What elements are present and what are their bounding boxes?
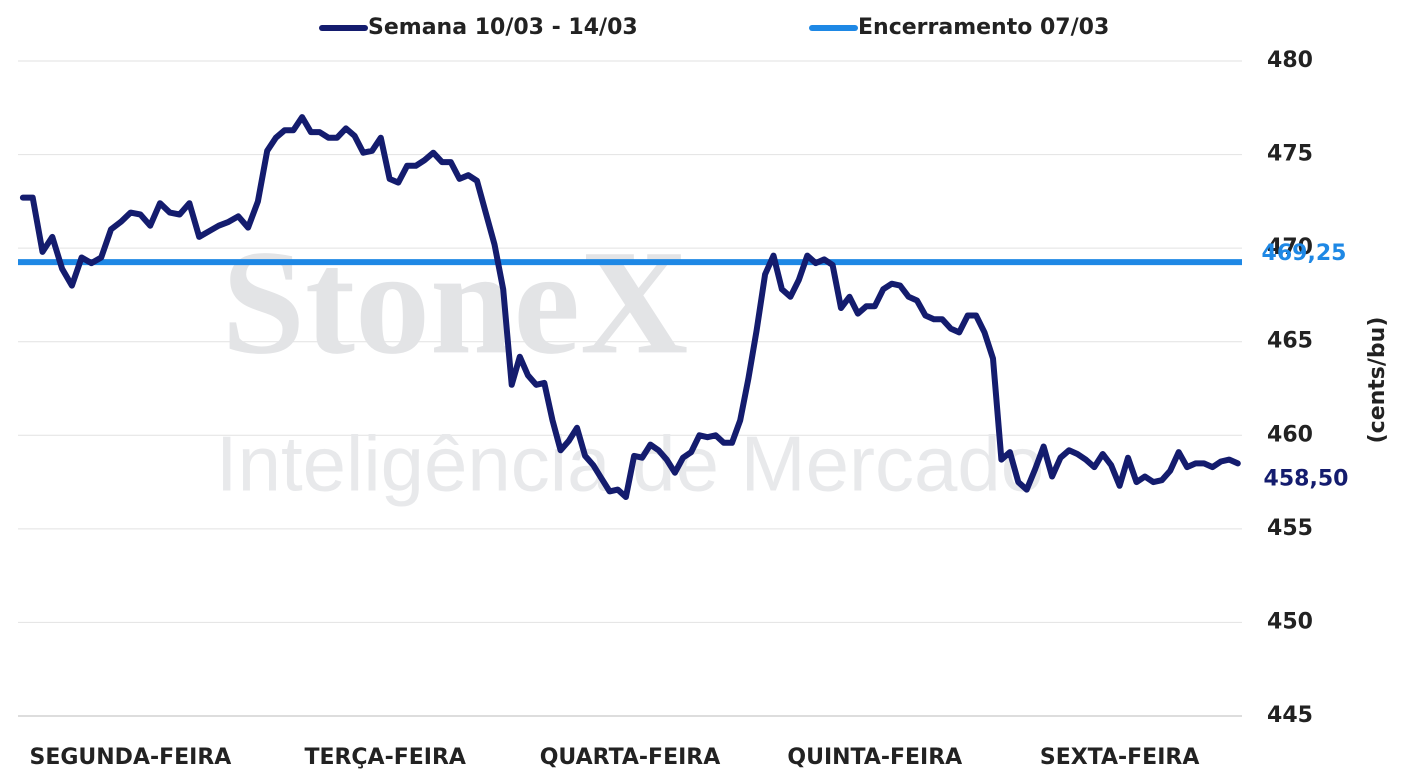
y-tick-label: 480 — [1267, 48, 1313, 73]
y-tick-label: 450 — [1267, 609, 1313, 634]
x-tick-label: TERÇA-FEIRA — [304, 745, 466, 770]
value-label: 469,25 — [1262, 241, 1347, 266]
y-tick-label: 475 — [1267, 142, 1313, 167]
x-tick-label: QUARTA-FEIRA — [540, 745, 721, 770]
series-line — [19, 114, 1241, 500]
x-tick-label: QUINTA-FEIRA — [787, 745, 962, 770]
y-tick-label: 470 — [1267, 235, 1313, 260]
y-tick-label: 455 — [1267, 516, 1313, 541]
legend-label: Semana 10/03 - 14/03 — [368, 15, 638, 40]
value-label: 458,50 — [1264, 466, 1349, 491]
legend-label: Encerramento 07/03 — [858, 15, 1109, 40]
y-axis-label: (cents/bu) — [1365, 317, 1390, 444]
y-tick-label: 460 — [1267, 422, 1313, 447]
x-tick-label: SEXTA-FEIRA — [1040, 745, 1200, 770]
x-tick-label: SEGUNDA-FEIRA — [29, 745, 231, 770]
y-tick-label: 445 — [1267, 703, 1313, 728]
y-tick-label: 465 — [1267, 329, 1313, 354]
watermark: StoneX — [222, 219, 689, 385]
